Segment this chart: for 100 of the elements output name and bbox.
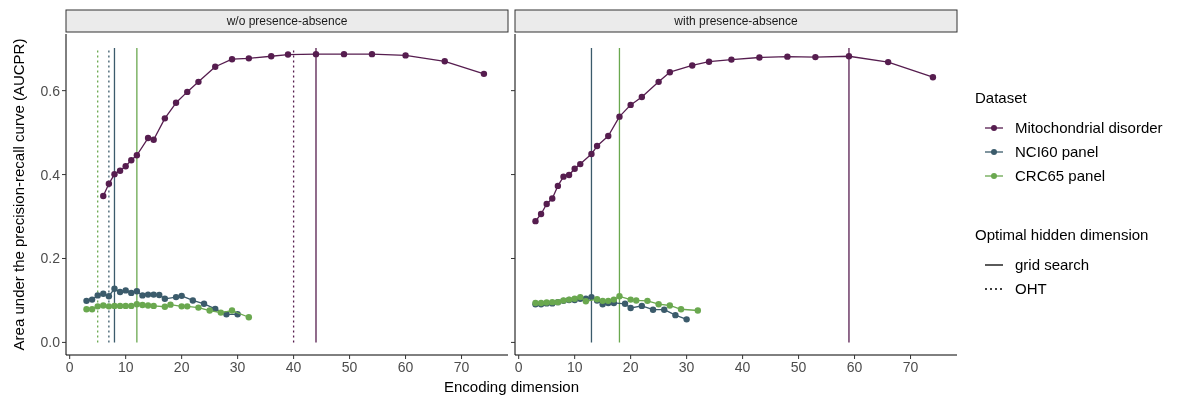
point (756, 54, 763, 61)
x-tick-label: 0 (65, 359, 74, 375)
x-tick-label: 70 (902, 359, 919, 375)
point (83, 297, 90, 305)
point (144, 302, 152, 309)
point (441, 58, 448, 65)
point (111, 302, 118, 310)
text: grid search (1015, 256, 1090, 273)
point (666, 68, 674, 76)
point (549, 195, 556, 202)
point (480, 70, 488, 78)
point (616, 113, 623, 120)
point (683, 316, 690, 323)
point (128, 157, 135, 164)
point (116, 167, 124, 174)
point (122, 162, 129, 170)
point (139, 292, 146, 299)
point (150, 136, 157, 143)
point (627, 101, 634, 109)
point (161, 115, 169, 122)
x-tick-label: 10 (566, 359, 583, 375)
point (245, 55, 253, 62)
point (88, 296, 96, 303)
point (105, 293, 113, 300)
legend-label: NCI60 panel (1015, 143, 1099, 160)
point (178, 292, 185, 300)
x-tick-label: 50 (341, 359, 358, 375)
x-tick-label: 20 (622, 359, 639, 375)
point (929, 74, 937, 81)
point (588, 293, 595, 301)
point (812, 53, 819, 61)
point (340, 50, 348, 58)
x-tick-label: 30 (229, 359, 246, 375)
point (156, 291, 163, 299)
point (150, 302, 157, 310)
point (616, 293, 623, 300)
point (88, 306, 96, 313)
x-tick-label: 20 (173, 359, 190, 375)
point (116, 288, 124, 296)
point (593, 142, 601, 150)
point (94, 303, 101, 310)
point (161, 295, 169, 302)
legend-label: CRC65 panel (1015, 167, 1106, 184)
point (284, 51, 292, 58)
point (312, 50, 320, 58)
y-tick-label: 0.0 (40, 334, 61, 351)
point (111, 170, 118, 178)
x-tick-label: 50 (790, 359, 807, 375)
x-tick-label: 0 (514, 359, 523, 375)
point (571, 165, 578, 172)
legend-label: Mitochondrial disorder (1015, 119, 1163, 136)
point (402, 52, 409, 59)
point (537, 210, 545, 218)
point (133, 152, 141, 159)
point (144, 291, 152, 298)
text: OHT (1015, 280, 1047, 297)
chart-title: with presence-absence (673, 14, 799, 28)
point (705, 58, 713, 65)
point (268, 53, 275, 60)
point (605, 132, 612, 140)
point (128, 302, 135, 310)
point (200, 300, 208, 308)
point (105, 303, 113, 310)
point (178, 303, 185, 310)
point (610, 296, 618, 303)
point (217, 309, 225, 316)
point (845, 53, 853, 60)
point (83, 306, 90, 313)
point (195, 304, 202, 311)
x-tick-label: 40 (734, 359, 751, 375)
point (212, 63, 219, 70)
point (228, 55, 236, 63)
point (638, 302, 646, 310)
point (133, 288, 141, 295)
point (621, 300, 629, 308)
point (100, 302, 107, 309)
point (228, 307, 236, 314)
point (122, 287, 129, 294)
point (172, 293, 180, 301)
point (633, 297, 640, 304)
x-tick-label: 60 (397, 359, 414, 375)
point (245, 314, 253, 321)
point (184, 88, 191, 96)
point (560, 173, 567, 180)
x-axis-title: Encoding dimension (443, 378, 580, 395)
point (784, 53, 791, 60)
point (655, 301, 662, 308)
point (627, 304, 634, 312)
point (554, 182, 562, 190)
point (543, 200, 550, 208)
point (599, 297, 606, 305)
point (206, 307, 213, 314)
x-tick-label: 40 (285, 359, 302, 375)
point (728, 56, 735, 63)
point (661, 306, 668, 313)
x-tick-label: 70 (453, 359, 470, 375)
y-tick-label: 0.2 (40, 250, 61, 267)
point (172, 99, 180, 107)
point (627, 296, 634, 303)
text: Optimal hidden dimension (975, 226, 1149, 243)
